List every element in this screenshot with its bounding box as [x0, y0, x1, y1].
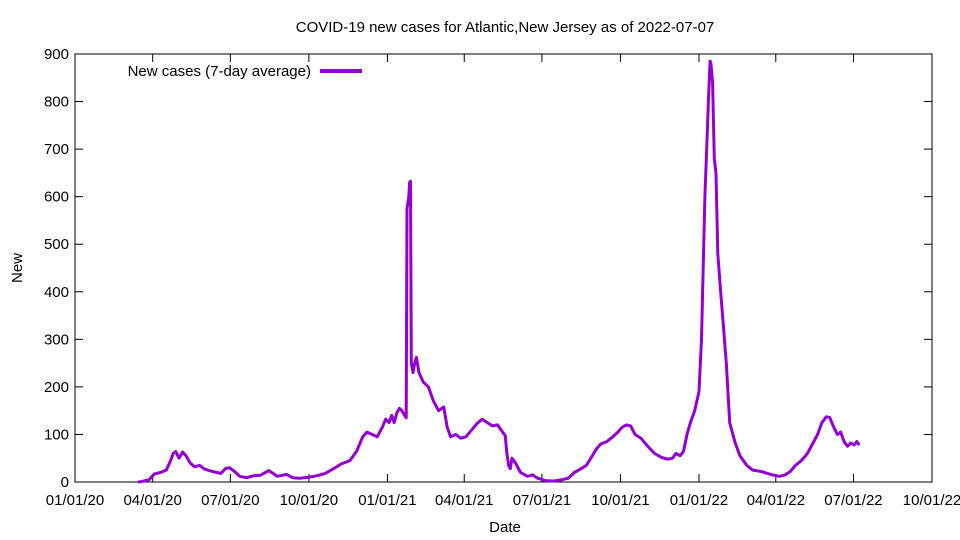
x-tick-label: 10/01/20: [280, 492, 338, 509]
y-tick-label: 400: [44, 284, 69, 301]
y-tick-label: 600: [44, 189, 69, 206]
y-tick-label: 500: [44, 236, 69, 253]
plot-border: [74, 53, 933, 483]
x-tick-label: 04/01/20: [123, 492, 181, 509]
y-axis: 0 100 200 300 400 500 600 700 800 900: [44, 46, 932, 491]
x-tick-label: 01/01/20: [46, 492, 104, 509]
y-tick-label: 300: [44, 331, 69, 348]
x-tick-label: 04/01/22: [747, 492, 805, 509]
x-tick-label: 10/01/22: [903, 492, 960, 509]
y-tick-label: 900: [44, 46, 69, 63]
y-tick-label: 0: [61, 474, 69, 491]
x-axis: 01/01/20 04/01/20 07/01/20 10/01/20 01/01/21…: [46, 54, 960, 509]
plot-frame: [74, 53, 933, 483]
chart-title: COVID-19 new cases for Atlantic,New Jers…: [296, 19, 715, 36]
legend-label: New cases (7-day average): [128, 63, 311, 80]
x-tick-label: 07/01/21: [513, 492, 571, 509]
x-tick-label: 01/01/22: [670, 492, 728, 509]
x-tick-label: 04/01/21: [435, 492, 493, 509]
y-tick-label: 700: [44, 141, 69, 158]
series-layer: [137, 59, 861, 484]
legend: New cases (7-day average): [128, 63, 362, 80]
y-tick-label: 200: [44, 379, 69, 396]
y-tick-label: 100: [44, 426, 69, 443]
x-axis-label: Date: [489, 519, 521, 536]
x-tick-label: 07/01/22: [824, 492, 882, 509]
y-axis-label: New: [9, 253, 26, 283]
x-tick-label: 07/01/20: [201, 492, 259, 509]
x-tick-label: 01/01/21: [358, 492, 416, 509]
y-tick-label: 800: [44, 94, 69, 111]
series-line-0: [137, 59, 861, 484]
x-tick-label: 10/01/21: [591, 492, 649, 509]
